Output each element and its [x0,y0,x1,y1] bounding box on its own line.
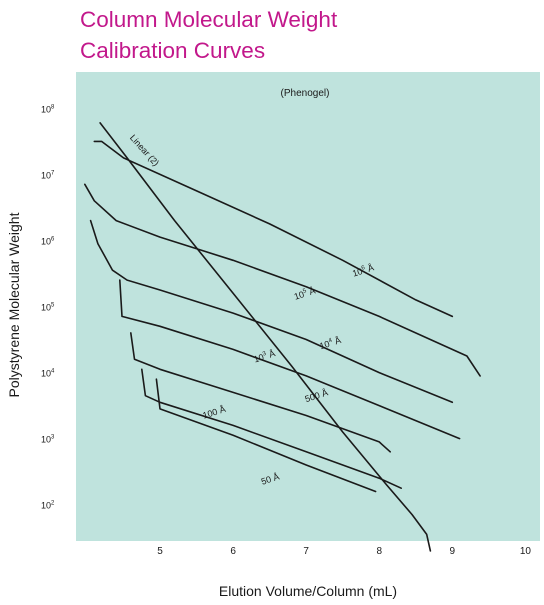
series-label-part: 3 [262,351,268,358]
series-label-part: Å [331,335,342,347]
series-line [84,183,481,377]
y-axis-label: Polystyrene Molecular Weight [6,212,22,397]
plot-area [76,72,540,541]
y-tick-base: 10 [41,369,51,379]
y-tick-label: 104 [41,369,55,379]
x-axis-label: Elution Volume/Column (mL) [219,583,397,599]
phenogel-annotation: (Phenogel) [281,88,330,99]
y-tick-base: 10 [41,104,51,114]
y-tick-label: 103 [41,435,55,445]
y-tick-exponent: 6 [51,236,55,242]
series-label-part: 5 [302,288,308,295]
series-label-part: 10 [293,289,306,302]
y-tick-base: 10 [41,170,51,180]
series-line [130,332,391,453]
y-tick-exponent: 7 [51,170,55,176]
y-tick-base: 10 [41,236,51,246]
series-label-part: 10 [253,352,266,365]
series-line [89,219,454,404]
x-tick-label: 10 [520,546,532,557]
series-line [93,140,454,318]
x-axis-ticks: 5 6 7 8 9 10 [157,546,531,557]
x-tick-label: 8 [376,546,382,557]
x-tick-label: 6 [230,546,236,557]
series-label-part: Å [364,262,375,274]
chart-title-line-2: Calibration Curves [80,38,266,63]
y-tick-label: 102 [41,501,55,511]
series-line [141,368,402,489]
series-line [155,378,377,493]
x-tick-label: 7 [303,546,309,557]
y-tick-label: 108 [41,104,55,114]
series-label-part: 10 [351,266,364,279]
series-label: 105 Å [293,286,317,302]
series-label-part: Å [265,348,276,360]
y-tick-exponent: 2 [51,501,55,507]
x-tick-label: 5 [157,546,163,557]
y-tick-base: 10 [41,501,51,511]
series-line [119,279,461,440]
chart-title: Column Molecular Weight Calibration Curv… [80,4,337,66]
series-label-part: 4 [328,337,334,344]
series-lines [84,122,481,552]
y-tick-exponent: 4 [51,369,55,375]
series-label-part: 10 [318,339,331,352]
x-tick-label: 9 [450,546,456,557]
chart-title-line-1: Column Molecular Weight [80,7,338,32]
series-label-part: 6 [361,265,367,272]
y-tick-base: 10 [41,435,51,445]
y-tick-label: 105 [41,303,55,313]
y-tick-label: 107 [41,170,55,180]
y-tick-exponent: 3 [51,435,55,441]
series-line [99,122,432,552]
y-tick-exponent: 8 [51,104,55,110]
series-label: 106 Å [351,262,375,278]
y-tick-exponent: 5 [51,303,55,309]
series-label: 103 Å [253,348,277,364]
y-tick-label: 106 [41,236,55,246]
series-label: 104 Å [318,335,342,351]
series-label-part: Å [305,286,316,298]
y-tick-base: 10 [41,303,51,313]
